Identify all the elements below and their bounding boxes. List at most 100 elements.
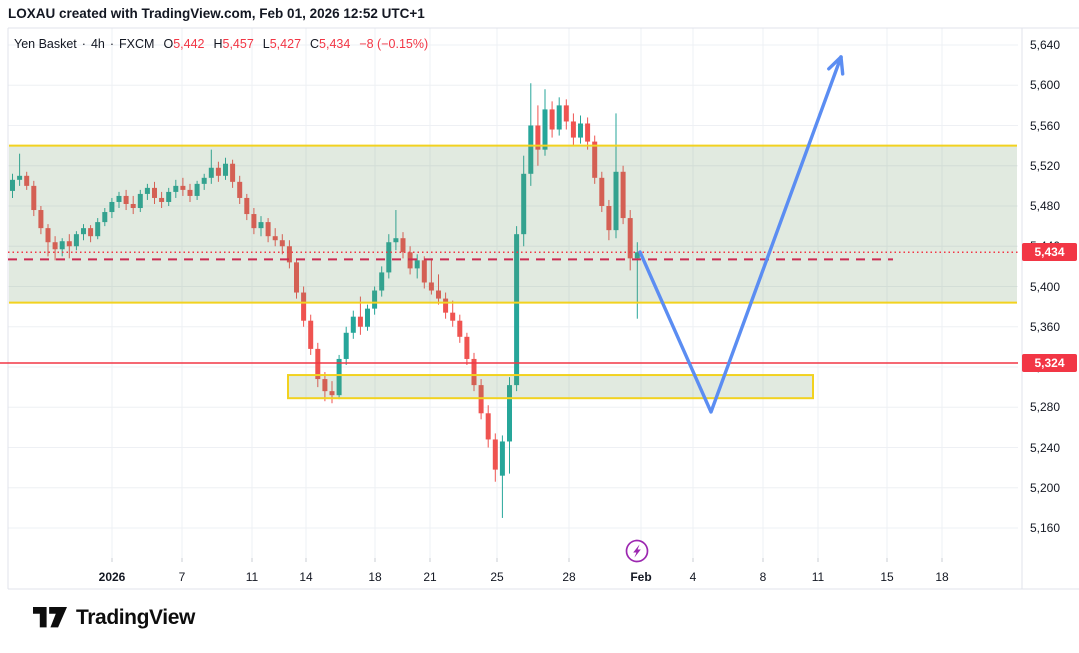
candle-body [152,187,157,198]
candle-body [336,358,342,396]
tradingview-logo-icon [33,606,67,628]
time-tick-label: 7 [178,570,186,584]
candle-body [10,179,15,191]
candle-body [251,214,257,229]
candle-body [514,234,520,386]
candle-body [620,171,626,219]
candle-body [386,242,392,273]
candle-body [350,316,356,333]
price-axis[interactable]: 5,6405,6005,5605,5205,4805,4405,4005,360… [1028,0,1078,592]
candle-body [308,320,314,349]
candle-body [407,252,413,269]
interval-label[interactable]: 4h [90,37,105,51]
candle-body [301,292,307,321]
candle-body [499,441,505,476]
candle-body [464,336,470,359]
candle-body [414,260,420,269]
upper-supply-demand-zone[interactable] [9,145,1017,303]
price-tick-label: 5,480 [1030,199,1061,213]
candle-body [52,242,58,250]
close-value: C5,434 [310,37,351,51]
candle-body [272,236,278,241]
candle-body [194,183,200,196]
candle-body [357,316,363,327]
time-tick-label: 8 [759,570,767,584]
candle-body [556,105,562,130]
time-axis[interactable]: 2026 7 11 14 18 21 25 28 Feb 4 8 11 15 18 [0,560,1020,590]
candle-body [365,308,370,327]
candle-body [627,218,633,259]
candle-body [563,105,569,122]
projection-arrow[interactable] [638,55,843,414]
time-tick-label: Feb [630,570,652,584]
time-tick-label: 11 [245,570,259,584]
tradingview-logo[interactable]: TradingView [33,605,195,631]
time-tick-label: 15 [880,570,894,584]
time-tick-label: 21 [423,570,437,584]
symbol-legend[interactable]: Yen Basket · 4h · FXCM O5,442 H5,457 L5,427 C5,4… [14,37,428,51]
price-tick-label: 5,400 [1030,279,1061,294]
candle-body [81,228,86,235]
candle-body [31,185,37,211]
time-tick-label: 4 [689,570,697,584]
candle-body [17,175,23,180]
candle-body [400,238,406,253]
price-tick-label: 5,240 [1030,440,1061,455]
candle-body [24,175,30,186]
price-tick-label: 5,640 [1030,38,1061,52]
candle-body [471,358,477,386]
tradingview-logo-text: TradingView [76,606,195,629]
candle-body [215,167,221,176]
candle-body [187,189,193,196]
price-tick-label: 5,520 [1030,158,1061,173]
watermark-title: LOXAU created with TradingView.com, Feb … [8,6,425,21]
candle-body [599,177,605,206]
current-price-badge: 5,434 [1022,243,1077,262]
candle-body [428,282,434,291]
candle-body [95,222,101,237]
legend-separator: · [109,37,115,51]
low-value: L5,427 [262,37,302,51]
lower-demand-zone[interactable] [287,374,814,400]
candle-body [208,167,214,178]
candle-body [279,240,285,247]
candle-body [223,163,228,176]
candle-body [634,252,640,259]
time-tick-label: 14 [299,570,313,584]
candle-body [379,272,385,291]
projection-arrowhead [827,55,843,71]
candle-body [265,222,271,237]
open-value: O5,442 [163,37,205,51]
price-tick-label: 5,280 [1030,400,1061,415]
candle-body [585,123,591,142]
candle-body [592,141,598,178]
candle-body [45,228,51,243]
time-tick-label: 18 [368,570,382,584]
candle-body [180,185,186,190]
candle-body [38,210,44,229]
price-tick-label: 5,600 [1030,78,1061,93]
candle-body [237,181,243,198]
candle-body [137,193,143,209]
legend-separator: · [81,37,86,51]
candle-body [421,260,427,283]
candle-body [66,241,72,247]
candle-body [549,109,555,130]
candle-body [570,121,576,138]
candle-body [478,385,484,414]
candle-body [393,238,399,243]
candle-body [315,348,321,380]
high-value: H5,457 [213,37,254,51]
exchange-label: FXCM [119,37,155,51]
price-tick-label: 5,200 [1030,480,1061,495]
candle-body [492,439,498,470]
candle-body [230,163,236,182]
candle-body [144,187,150,194]
candle-body [521,173,527,235]
candle-body [116,195,122,202]
candle-body [166,191,172,202]
symbol-name[interactable]: Yen Basket [14,37,77,51]
candle-body [88,228,94,237]
